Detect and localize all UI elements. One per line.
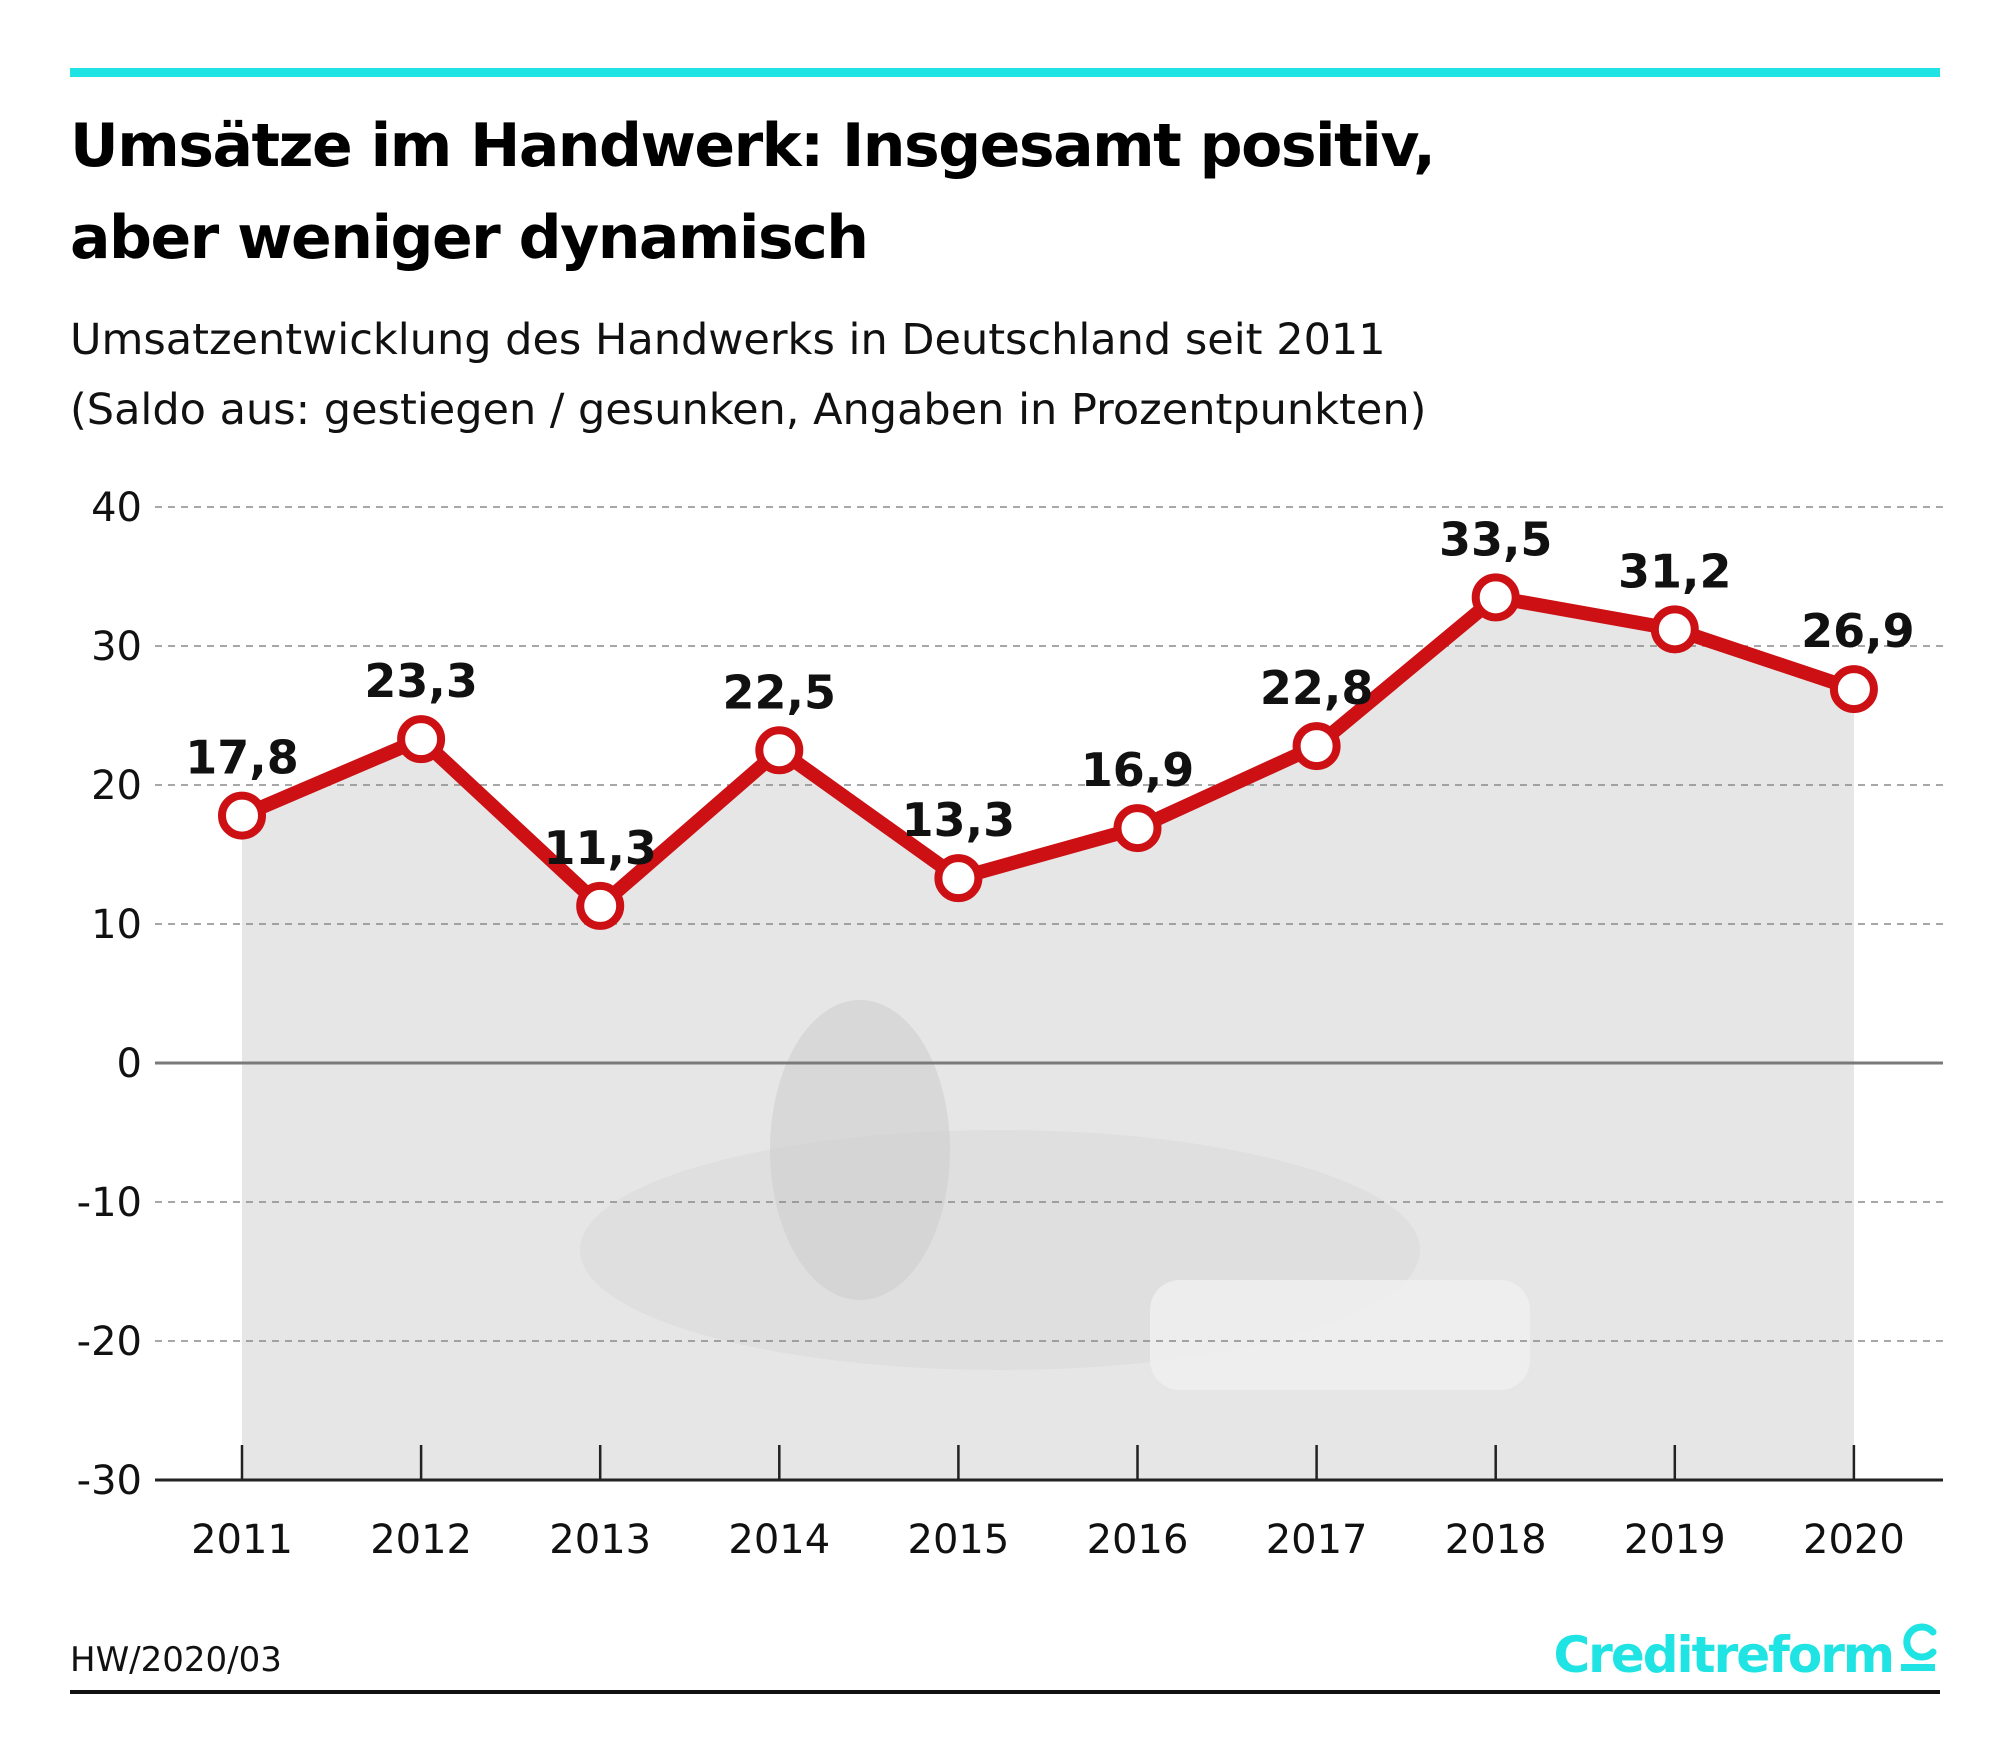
data-label: 26,9 [1801, 604, 1915, 658]
x-tick-label: 2011 [191, 1517, 293, 1563]
chart-subtitle-line-1: Umsatzentwicklung des Handwerks in Deuts… [70, 315, 1386, 365]
x-tick-label: 2012 [370, 1517, 472, 1563]
data-point [1292, 722, 1341, 771]
data-label: 31,2 [1618, 544, 1732, 598]
x-tick-label: 2019 [1624, 1517, 1726, 1563]
chart-title-line-1: Umsätze im Handwerk: Insgesamt positiv, [70, 111, 1436, 181]
y-tick-label: 10 [91, 902, 142, 948]
chart-title: Umsätze im Handwerk: Insgesamt positiv, … [70, 100, 1940, 284]
data-label: 22,8 [1260, 661, 1374, 715]
brand-mark-icon [1901, 1623, 1937, 1671]
brand-logo: Creditreform [1553, 1623, 1939, 1684]
data-point [218, 791, 266, 840]
y-tick-label: 20 [91, 763, 142, 809]
brand-name: Creditreform [1553, 1626, 1895, 1684]
data-label: 17,8 [185, 731, 299, 785]
data-point [1650, 605, 1699, 654]
x-tick-label: 2020 [1803, 1517, 1905, 1563]
x-tick-label: 2016 [1087, 1517, 1189, 1563]
bottom-rule [70, 1690, 1940, 1694]
x-tick-label: 2017 [1266, 1517, 1368, 1563]
chart-title-line-2: aber weniger dynamisch [70, 203, 869, 273]
data-point [1829, 665, 1878, 714]
top-accent-rule [70, 68, 1940, 77]
data-label: 33,5 [1439, 512, 1553, 566]
data-label: 23,3 [364, 654, 478, 708]
data-point [1471, 573, 1520, 622]
line-chart: 40 30 20 10 0 -10 -20 -30 2011 2012 2013 2014 2015 20… [77, 485, 1943, 1563]
x-tick-label: 2015 [908, 1517, 1010, 1563]
data-label: 16,9 [1081, 743, 1195, 797]
background-photo-shape [1150, 1280, 1530, 1390]
chart-subtitle: Umsatzentwicklung des Handwerks in Deuts… [70, 305, 1940, 445]
data-point [755, 726, 804, 775]
x-tick-label: 2014 [728, 1517, 830, 1563]
data-label: 13,3 [902, 793, 1016, 847]
background-photo-shape [770, 1000, 950, 1300]
y-tick-label: 40 [91, 485, 142, 531]
x-tick-label: 2013 [549, 1517, 651, 1563]
footer-code: HW/2020/03 [70, 1640, 282, 1680]
chart-subtitle-line-2: (Saldo aus: gestiegen / gesunken, Angabe… [70, 385, 1427, 435]
data-point [576, 881, 625, 930]
y-tick-label: -30 [77, 1458, 142, 1504]
data-point [397, 715, 446, 764]
data-point [934, 854, 983, 903]
series-line [235, 590, 1861, 913]
data-point [1113, 804, 1162, 853]
y-tick-label: -10 [77, 1180, 142, 1226]
data-label: 22,5 [723, 665, 837, 719]
x-tick-label: 2018 [1445, 1517, 1547, 1563]
y-tick-label: 0 [117, 1041, 142, 1087]
y-tick-label: 30 [91, 624, 142, 670]
y-tick-label: -20 [77, 1319, 142, 1365]
data-label: 11,3 [543, 821, 657, 875]
